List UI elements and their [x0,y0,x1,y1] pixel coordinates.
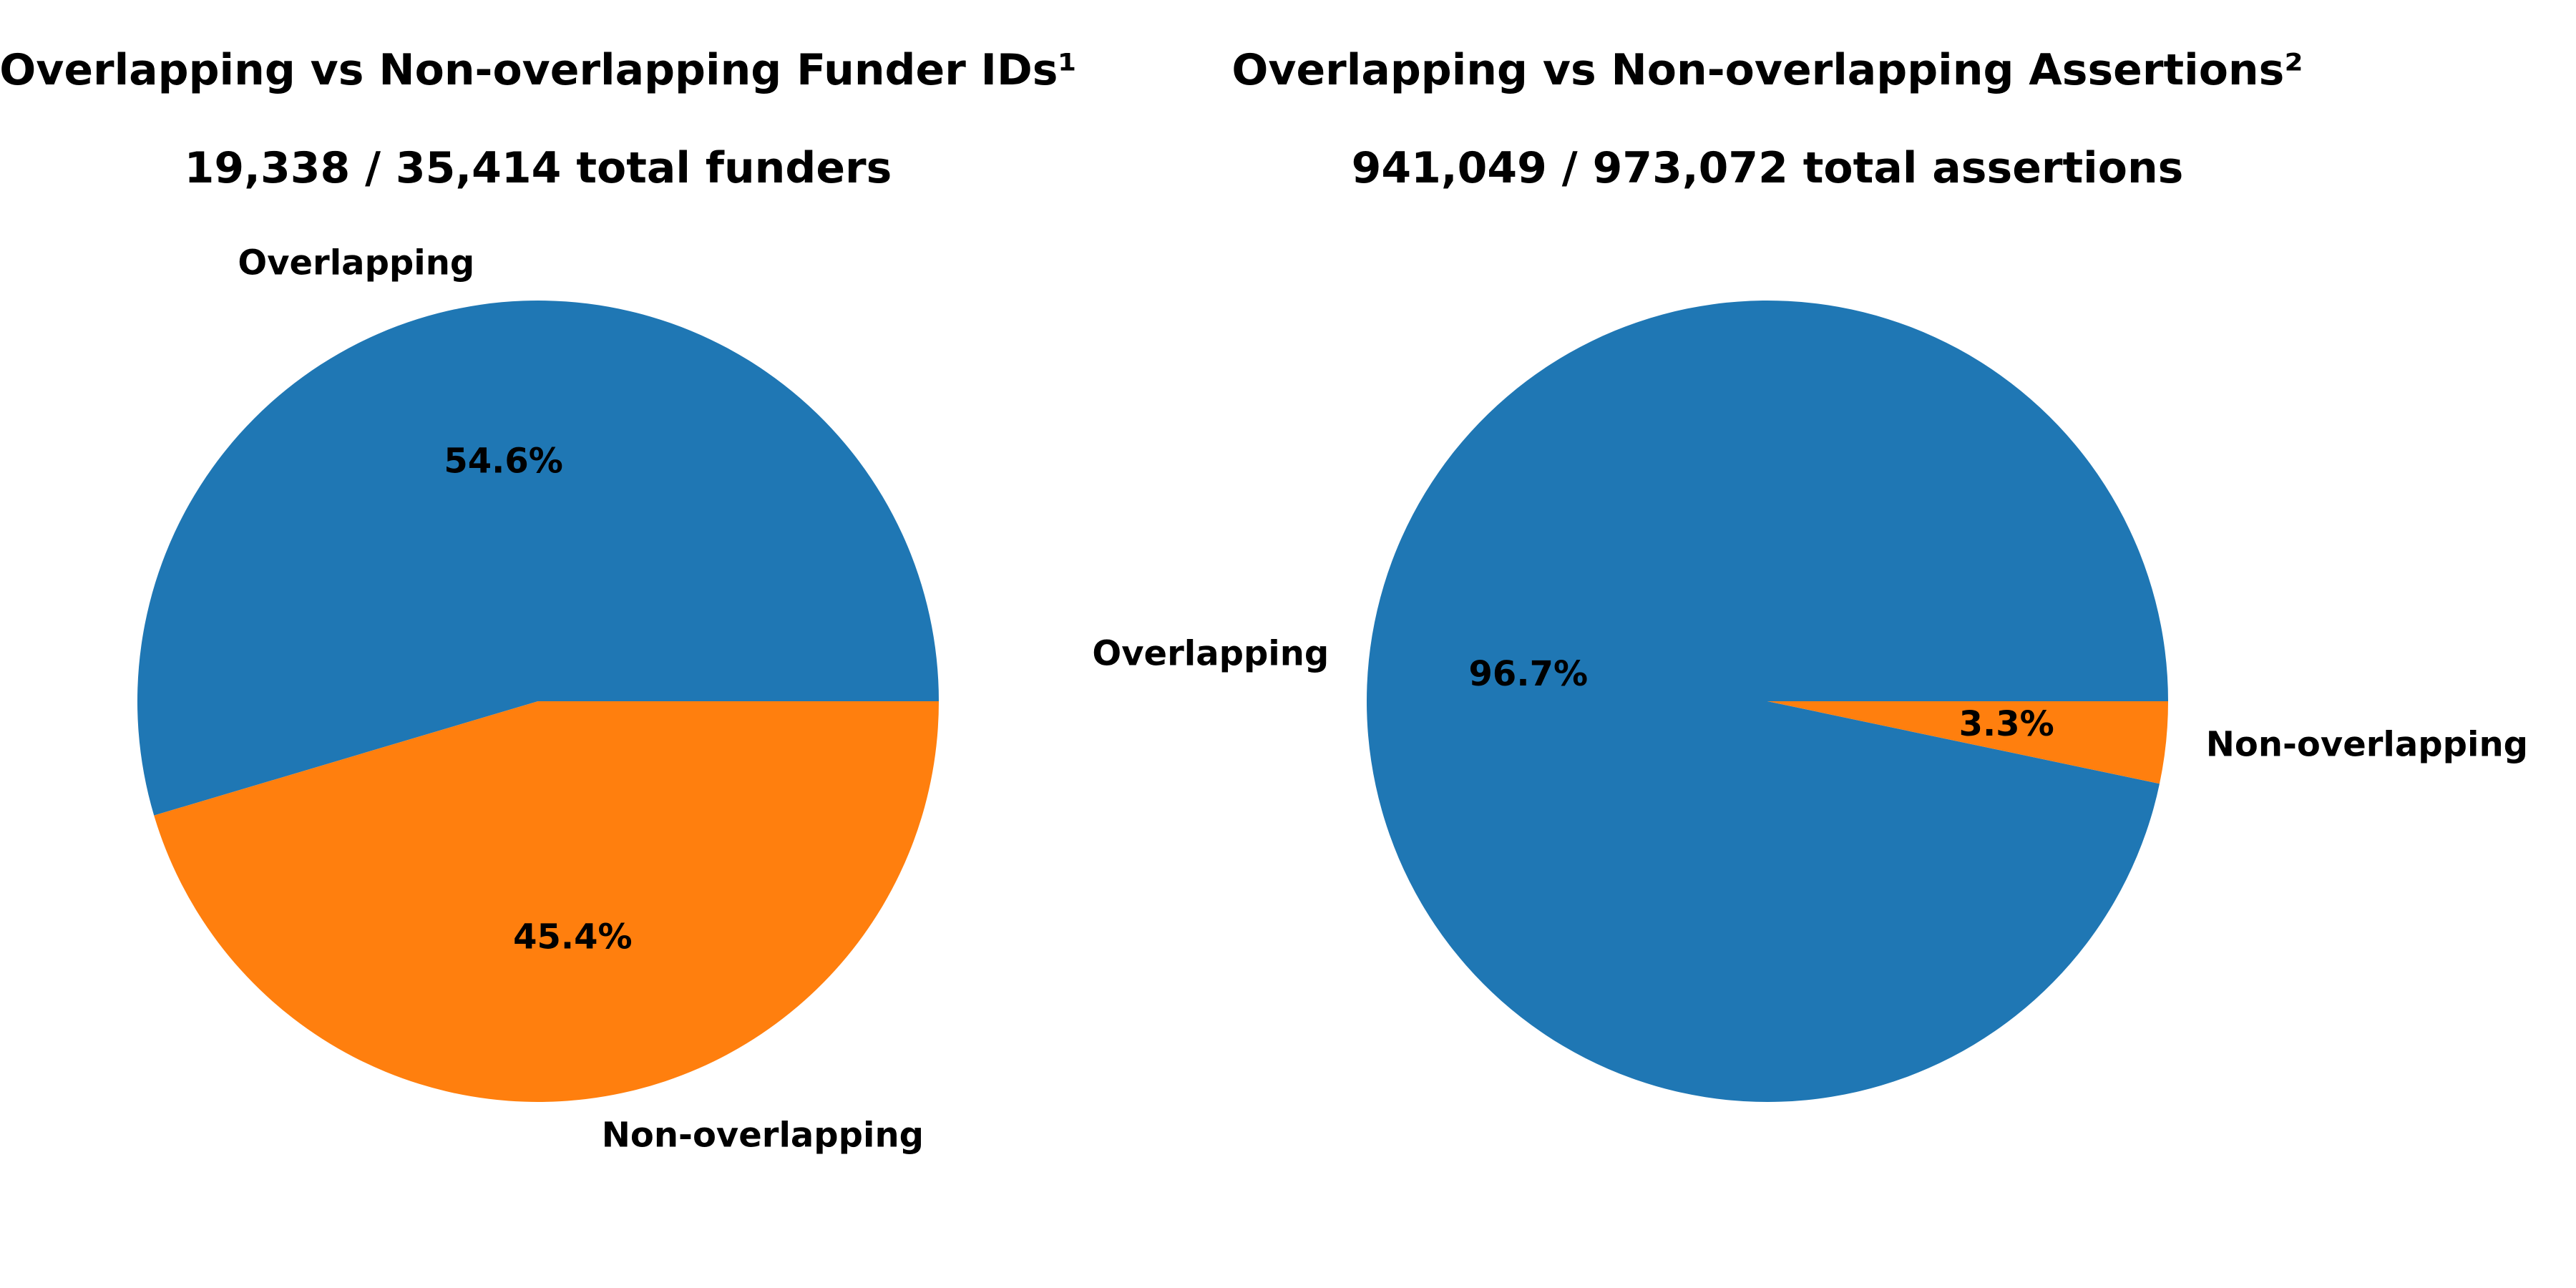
pie-slices [1367,301,2168,1103]
slice-category-label: Non-overlapping [602,1116,924,1156]
pie-slice-non-overlapping [154,701,940,1102]
chart-subtitle: 941,049 / 973,072 total assertions [1352,143,2184,193]
pie-slice-non-overlapping [1767,701,2168,784]
pie-slice-overlapping [1367,301,2168,1103]
slice-percent-label: 96.7% [1469,654,1589,694]
pie-labels: Overlapping 96.7% Non-overlapping 3.3% [1092,633,2528,764]
slice-category-label: Non-overlapping [2206,725,2528,765]
slice-category-label: Overlapping [1092,633,1329,673]
pie-labels: Overlapping 54.6% Non-overlapping 45.4% [238,243,924,1155]
slice-percent-label: 54.6% [444,441,563,482]
pie-chart-funders: Overlapping vs Non-overlapping Funder ID… [0,45,1077,1156]
pie-chart-assertions: Overlapping vs Non-overlapping Assertion… [1092,45,2528,1103]
chart-title: Overlapping vs Non-overlapping Funder ID… [0,45,1077,95]
pie-slices [137,300,940,1102]
slice-category-label: Overlapping [238,243,474,283]
slice-percent-label: 45.4% [513,917,633,957]
pie-slice-overlapping [137,300,939,816]
slice-percent-label: 3.3% [1959,704,2054,744]
chart-subtitle: 19,338 / 35,414 total funders [185,143,892,193]
chart-title: Overlapping vs Non-overlapping Assertion… [1231,45,2303,95]
